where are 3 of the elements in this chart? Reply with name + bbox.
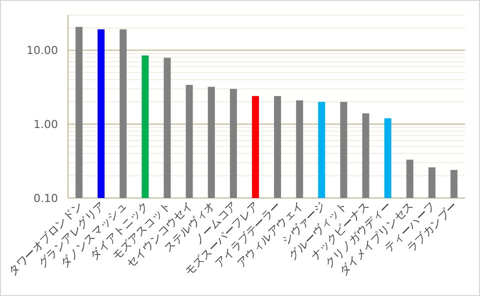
y-tick-label: 1.00: [34, 118, 58, 132]
y-tick-label: 0.10: [34, 192, 58, 205]
y-tick-label: 10.00: [26, 44, 58, 58]
